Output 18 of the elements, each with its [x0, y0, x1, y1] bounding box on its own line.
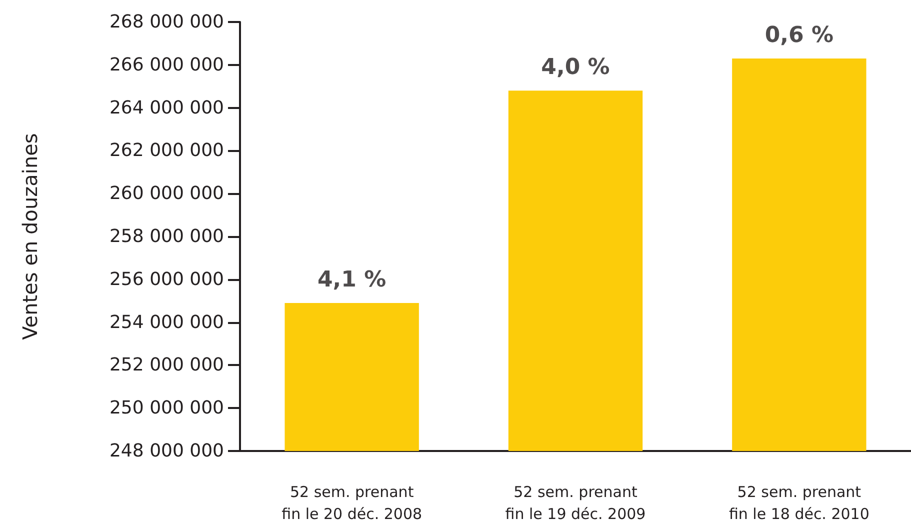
y-tick-label: 260 000 000: [109, 183, 224, 204]
y-tick-label: 250 000 000: [109, 398, 224, 419]
x-tick-label: 52 sem. prenant fin le 20 déc. 2008: [282, 483, 422, 523]
annotation: 4,1 %: [317, 267, 386, 292]
y-tick-label: 266 000 000: [109, 54, 224, 76]
y-tick-label: 254 000 000: [109, 312, 224, 333]
x-tick-label: 52 sem. prenant fin le 18 déc. 2010: [728, 483, 870, 523]
y-tick-label: 252 000 000: [109, 354, 224, 376]
y-axis-title: Ventes en douzaines: [18, 133, 42, 340]
annotation: 4,0 %: [541, 55, 610, 80]
x-tick-label: 52 sem. prenant fin le 19 déc. 2009: [505, 483, 646, 523]
y-tick-label: 262 000 000: [109, 140, 224, 162]
y-tick-label: 248 000 000: [109, 440, 224, 462]
y-tick-label: 256 000 000: [109, 268, 224, 290]
y-tick-label: 264 000 000: [109, 97, 224, 118]
y-tick-label: 268 000 000: [109, 12, 224, 32]
annotation: 0,6 %: [764, 22, 834, 48]
y-tick-label: 258 000 000: [109, 226, 224, 247]
